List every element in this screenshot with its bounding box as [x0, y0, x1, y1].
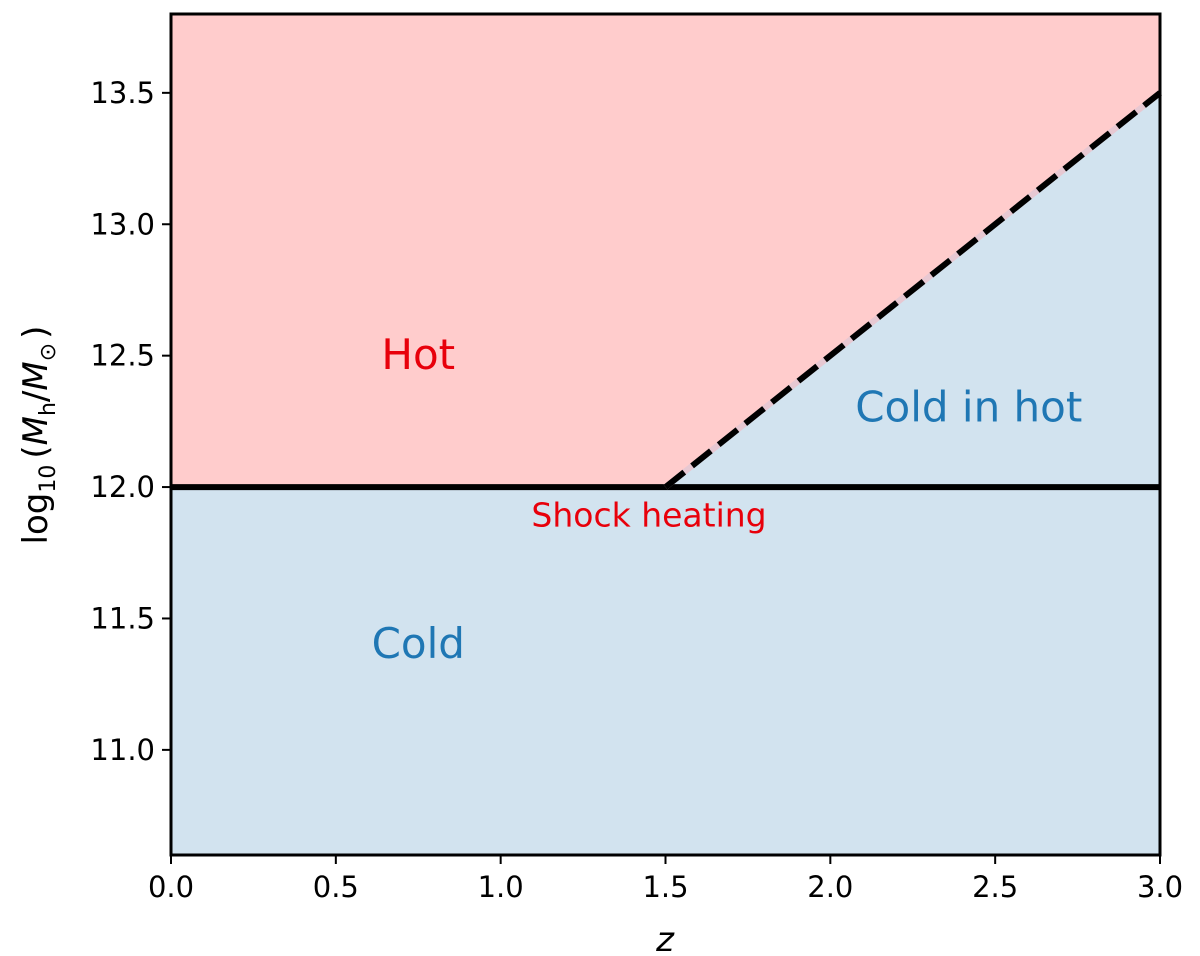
x-tick-label: 0.5 — [313, 870, 359, 904]
y-tick-label: 11.0 — [90, 733, 155, 767]
y-tick-label: 12.0 — [90, 470, 155, 504]
y-axis-title: log10(Mh/M⊙) — [16, 326, 61, 545]
y-tick-label: 13.0 — [90, 207, 155, 241]
series-line-dashed — [663, 90, 1162, 490]
axis-ticks: 0.0 0.5 1.0 1.5 2.0 2.5 3.0 11.0 11.5 12.0 12.5 13.… — [90, 76, 1183, 904]
x-tick-label: 0.0 — [148, 870, 194, 904]
region-label-cold-in-hot: Cold in hot — [855, 382, 1082, 431]
y-tick-label: 11.5 — [90, 601, 155, 635]
chart-labels: Hot Cold Cold in hot Shock heating — [372, 330, 1083, 668]
region-hot — [171, 14, 1160, 488]
x-tick-label: 3.0 — [1137, 870, 1183, 904]
x-tick-label: 2.0 — [807, 870, 853, 904]
x-tick-label: 1.0 — [478, 870, 524, 904]
plot-area — [169, 12, 1162, 857]
x-tick-label: 1.5 — [642, 870, 688, 904]
x-tick-label: 2.5 — [972, 870, 1018, 904]
region-label-cold: Cold — [372, 619, 465, 668]
y-tick-label: 12.5 — [90, 339, 155, 373]
y-tick-label: 13.5 — [90, 76, 155, 110]
x-axis-title: z — [655, 920, 675, 956]
region-cold — [171, 487, 1160, 855]
region-label-hot: Hot — [381, 330, 455, 379]
annotation-label: Shock heating — [531, 495, 766, 534]
